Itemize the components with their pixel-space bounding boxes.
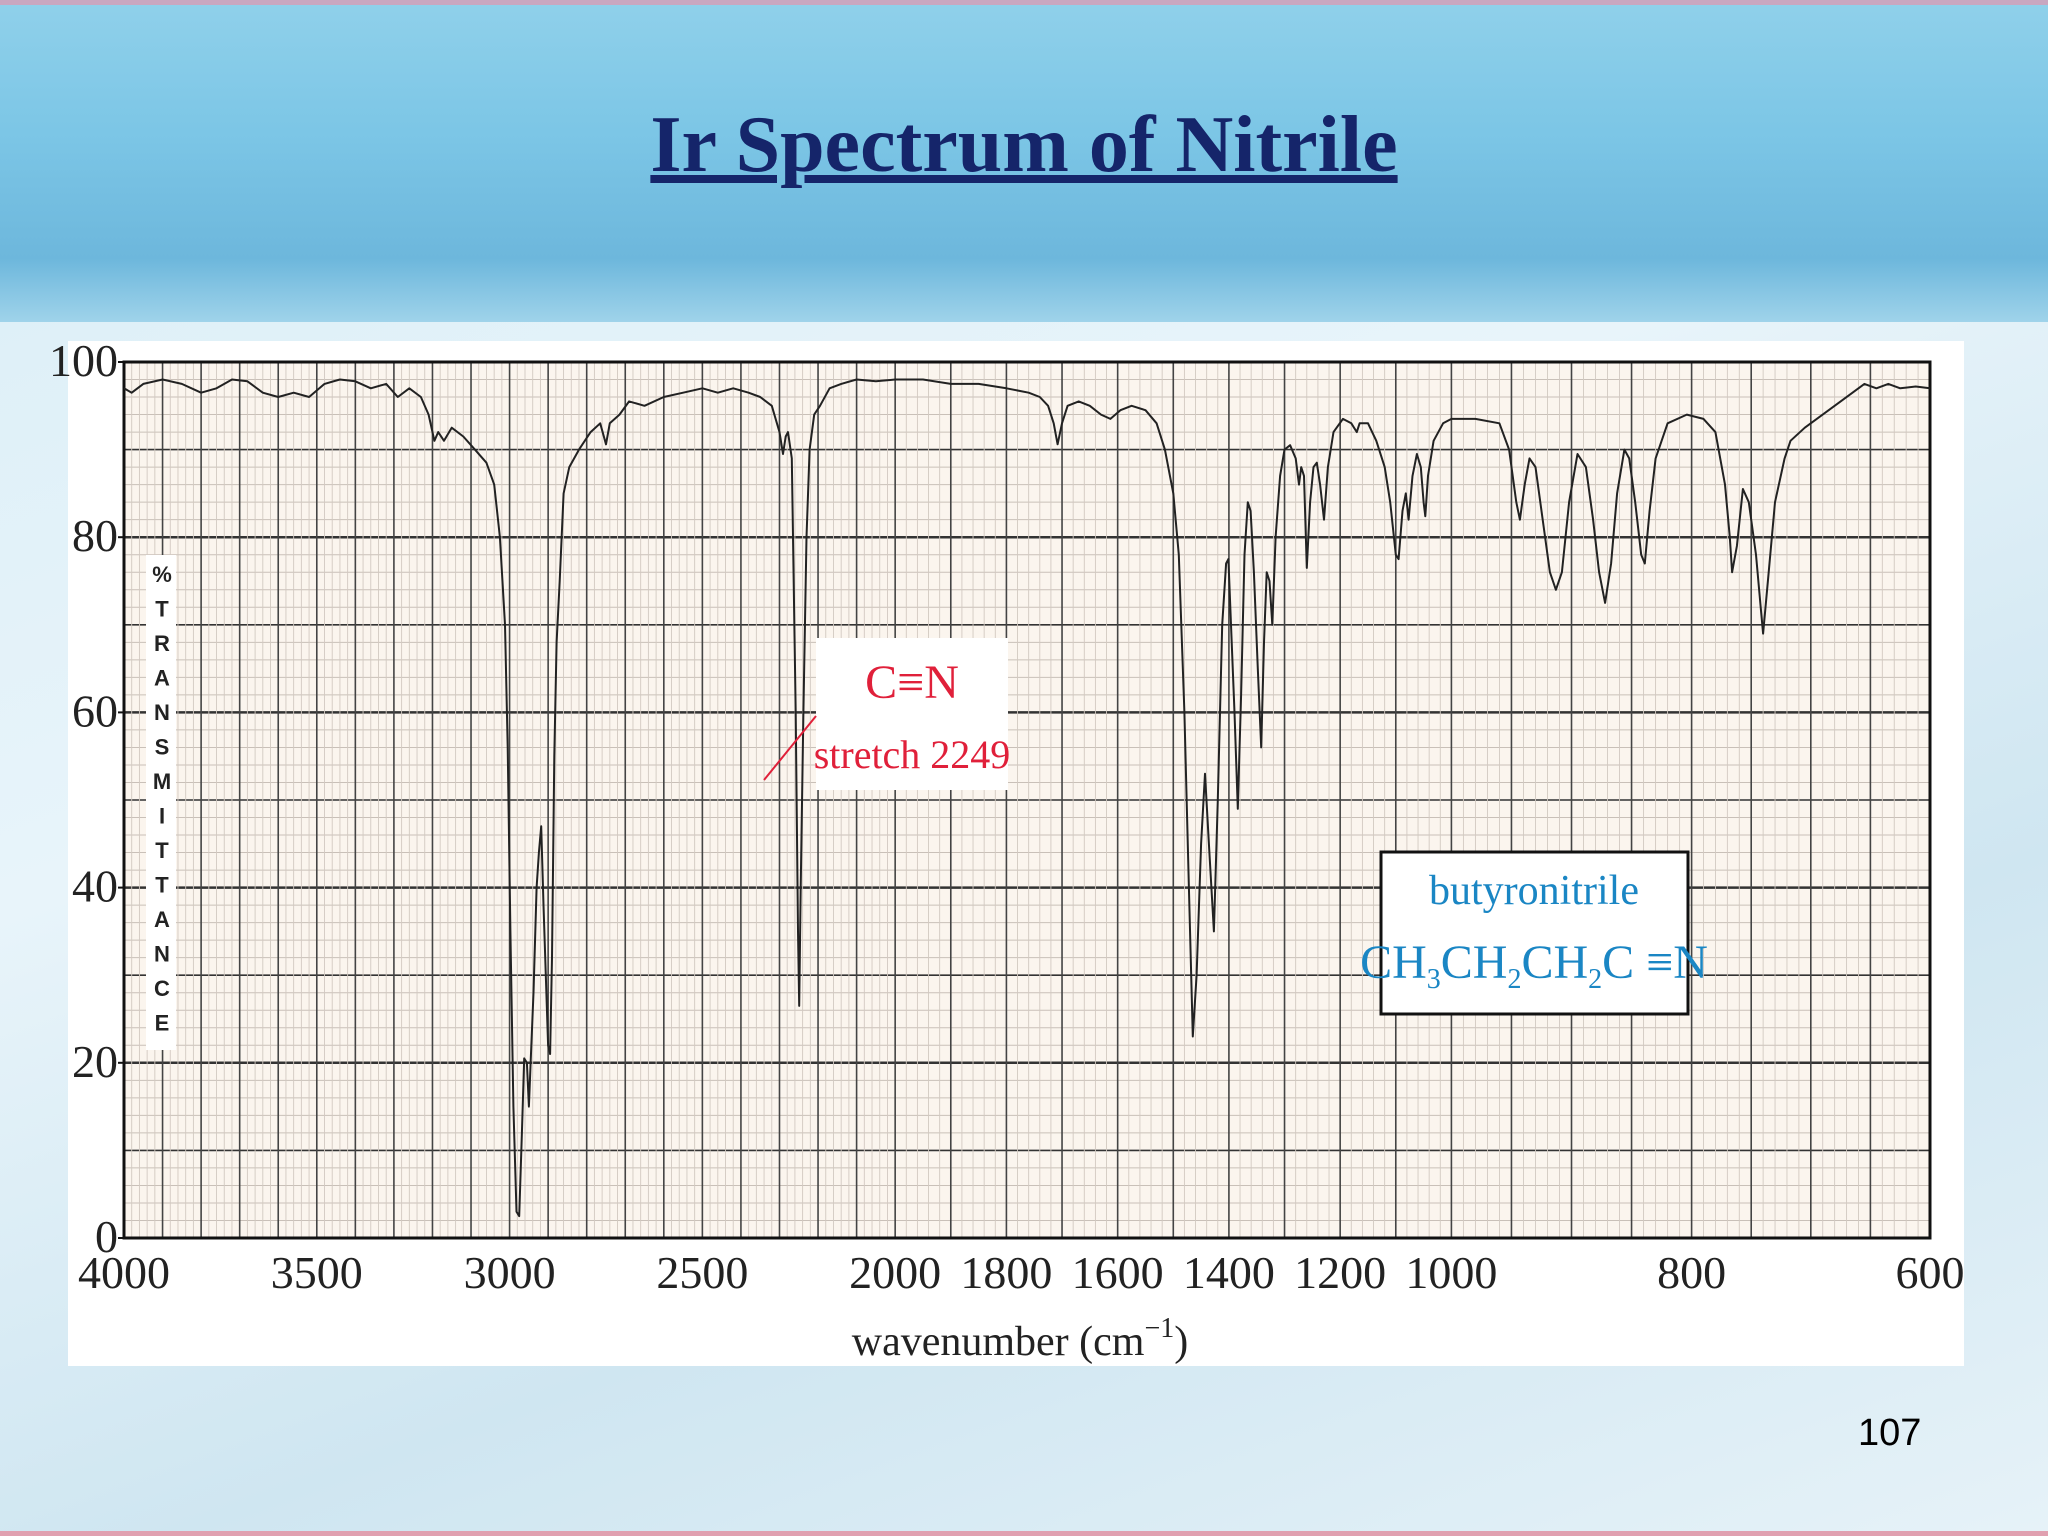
y-axis-label-letter: N <box>154 942 170 967</box>
y-axis-label-background <box>146 555 176 1050</box>
y-axis-label-letter: T <box>155 873 169 898</box>
y-axis-label-letter: A <box>154 666 170 691</box>
compound-box-frame <box>1379 850 1690 1016</box>
cn-annotation-box <box>816 638 1008 790</box>
y-axis-label-letter: S <box>155 735 170 760</box>
x-tick-label: 2500 <box>656 1247 748 1298</box>
cn-annotation: C≡N stretch 2249 <box>763 638 1011 790</box>
title-band <box>0 0 2048 322</box>
y-axis-label-letter: T <box>155 838 169 863</box>
x-tick-label: 2000 <box>849 1247 941 1298</box>
y-axis-label-letter: I <box>159 804 165 829</box>
y-tick-label: 20 <box>72 1036 118 1087</box>
y-tick-label: 100 <box>49 335 118 386</box>
page-number: 107 <box>1858 1412 1922 1454</box>
compound-name: butyronitrile <box>1429 868 1639 914</box>
compound-formula: CH3CH2CH2C ≡N <box>1360 936 1708 995</box>
x-tick-label: 1000 <box>1405 1247 1497 1298</box>
cn-leader-line <box>763 715 817 781</box>
y-axis-label-letter: C <box>154 976 170 1001</box>
y-axis-label-letter: N <box>154 700 170 725</box>
x-tick-label: 1800 <box>960 1247 1052 1298</box>
x-tick-label: 4000 <box>78 1247 170 1298</box>
y-axis-label-letter: E <box>155 1011 170 1036</box>
x-tick-label: 800 <box>1657 1247 1726 1298</box>
cn-label: C≡N <box>865 656 959 709</box>
slide-title: Ir Spectrum of Nitrile <box>650 101 1398 189</box>
x-tick-label: 3000 <box>464 1247 556 1298</box>
y-tick-label: 0 <box>95 1211 118 1262</box>
y-tick-label: 40 <box>72 861 118 912</box>
y-axis-label-letter: T <box>155 597 169 622</box>
spectrum-line <box>123 378 1931 1218</box>
x-axis-label: wavenumber (cm−1) <box>852 1313 1189 1365</box>
y-axis-label-letter: A <box>154 907 170 932</box>
compound-box: butyronitrile CH3CH2CH2C ≡N <box>1360 850 1708 1016</box>
cn-stretch-label: stretch 2249 <box>814 732 1011 777</box>
y-tick-labels: 0 20 40 60 80 100 <box>49 335 124 1262</box>
y-axis-label-letter: M <box>153 769 171 794</box>
y-axis-label-letter: R <box>154 631 170 656</box>
plot-frame <box>122 360 1932 1240</box>
y-tick-label: 80 <box>72 510 118 561</box>
bottom-accent-line <box>0 1531 2048 1536</box>
x-tick-label: 1600 <box>1072 1247 1164 1298</box>
x-tick-label: 600 <box>1896 1247 1965 1298</box>
x-tick-labels: 4000 3500 3000 2500 2000 1800 1600 1400 1200 1000… <box>78 1247 1965 1298</box>
x-tick-label: 1400 <box>1183 1247 1275 1298</box>
x-tick-label: 1200 <box>1294 1247 1386 1298</box>
grid <box>123 360 1931 1240</box>
x-tick-label: 3500 <box>271 1247 363 1298</box>
y-axis-label-letter: % <box>152 562 172 587</box>
y-tick-label: 60 <box>72 685 118 736</box>
